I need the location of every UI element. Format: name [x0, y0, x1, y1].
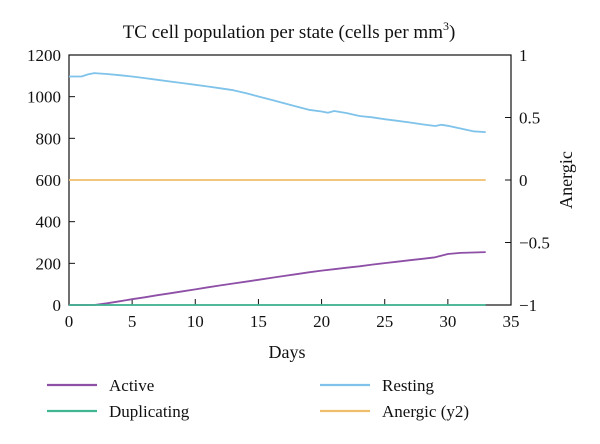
y-tick-label: 200 — [36, 254, 62, 273]
y2-tick-label: 0 — [519, 171, 528, 190]
x-tick-label: 20 — [313, 312, 330, 331]
legend-label-anergic-y2: Anergic (y2) — [382, 402, 469, 421]
x-tick-label: 30 — [439, 312, 456, 331]
x-tick-label: 10 — [187, 312, 204, 331]
y-tick-label: 600 — [36, 171, 62, 190]
series-layer — [69, 72, 486, 306]
series-line-active — [69, 251, 486, 306]
series-line-resting — [69, 72, 486, 133]
chart-title-main: TC cell population per state (cells per … — [123, 22, 443, 43]
ticks-layer: 0 5 10 15 20 25 30 35020040060080010001200−1−0.… — [27, 46, 550, 331]
y2-tick-label: −1 — [519, 296, 537, 315]
legend-label-resting: Resting — [382, 376, 434, 395]
chart-title-superscript: 3 — [443, 19, 449, 33]
legend-label-duplicating: Duplicating — [109, 402, 190, 421]
y2-axis-title: Anergic — [556, 151, 576, 209]
legend-label-active: Active — [109, 376, 154, 395]
y-tick-label: 1200 — [27, 46, 61, 65]
y-tick-label: 1000 — [27, 88, 61, 107]
y2-tick-label: 0.5 — [519, 109, 540, 128]
x-tick-label: 25 — [376, 312, 393, 331]
y-tick-label: 400 — [36, 213, 62, 232]
x-tick-label: 5 — [128, 312, 137, 331]
x-tick-label: 35 — [503, 312, 520, 331]
y-tick-label: 0 — [53, 296, 62, 315]
y2-tick-label: −0.5 — [519, 234, 550, 253]
chart-title: TC cell population per state (cells per … — [123, 19, 456, 43]
chart-title-suffix: ) — [449, 22, 455, 43]
legend: Active Duplicating Resting Anergic (y2) — [47, 376, 469, 421]
x-tick-label: 0 — [65, 312, 74, 331]
x-axis-title: Days — [269, 342, 306, 362]
x-tick-label: 15 — [250, 312, 267, 331]
y2-tick-label: 1 — [519, 46, 528, 65]
y-tick-label: 800 — [36, 129, 62, 148]
